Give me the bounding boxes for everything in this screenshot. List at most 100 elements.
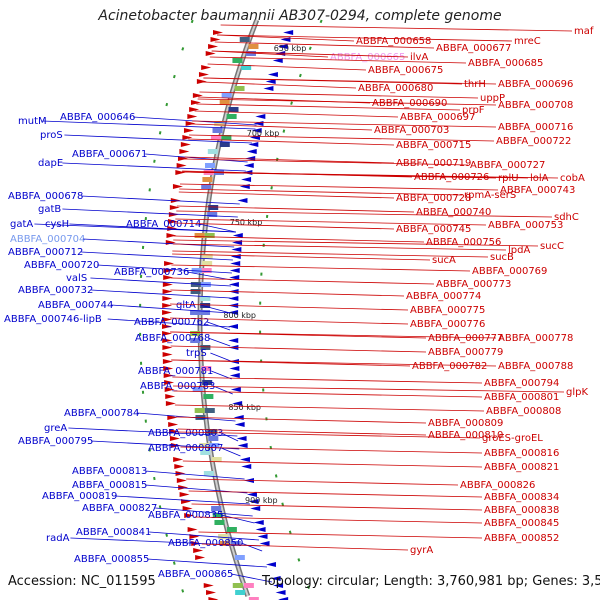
- reverse-gene-arrow: [253, 520, 264, 525]
- feature-block: [200, 296, 211, 301]
- feature-block: [221, 93, 232, 98]
- right-leader-line: [175, 218, 487, 226]
- feature-block: [200, 450, 211, 455]
- right-gene-label: ABBFA_000769: [472, 266, 547, 277]
- reverse-gene-arrow: [230, 254, 241, 259]
- forward-gene-arrow: [175, 170, 186, 175]
- right-gene-label: ABBFA_000685: [468, 58, 543, 69]
- right-leader-line: [186, 478, 459, 486]
- right-leader-line: [201, 543, 409, 551]
- feature-block: [207, 429, 218, 434]
- right-leader-line: [178, 191, 395, 199]
- right-gene-label: maf: [574, 26, 594, 37]
- right-gene-label: glpK: [566, 387, 588, 398]
- left-gene-label: ABBFA_000865: [158, 569, 233, 580]
- right-gene-label: ABBFA_000658: [356, 36, 431, 47]
- left-gene-label: ABBFA_000736: [114, 267, 189, 278]
- reverse-gene-arrow: [248, 142, 259, 147]
- left-gene-label: trpS: [186, 348, 207, 359]
- forward-gene-arrow: [178, 485, 189, 490]
- forward-gene-arrow: [206, 590, 217, 595]
- right-leader-line: [170, 289, 405, 297]
- left-leader-line: [91, 289, 231, 299]
- right-gene-label: ABBFA_000727: [470, 160, 545, 171]
- right-gene-label: ABBFA_000774: [406, 291, 481, 302]
- left-leader-line: [62, 162, 246, 172]
- right-gene-label: ABBFA_000777: [428, 333, 503, 344]
- right-leader-line: [172, 250, 489, 258]
- right-leader-line: [217, 34, 355, 42]
- reverse-gene-arrow: [277, 44, 288, 49]
- right-gene-label: ABBFA_000677: [436, 43, 511, 54]
- feature-block: [201, 184, 212, 189]
- scale-tick-label: 850 kbp: [228, 403, 261, 412]
- right-leader-line: [191, 123, 373, 131]
- left-gene-label: gatA: [10, 219, 33, 230]
- forward-gene-arrow: [193, 548, 204, 553]
- right-gene-label: ABBFA_000703: [374, 125, 449, 136]
- reverse-gene-arrow: [237, 443, 248, 448]
- right-gene-label: ABBFA_000696: [498, 79, 573, 90]
- reverse-gene-arrow: [283, 30, 294, 35]
- right-leader-line: [211, 50, 329, 58]
- feature-block: [248, 44, 259, 49]
- right-gene-label: sucA: [432, 255, 456, 266]
- left-gene-label: ABBFA_000803: [148, 428, 223, 439]
- map-title: Acinetobacter baumannii AB307-0294, comp…: [98, 8, 502, 24]
- left-leader-line: [213, 385, 233, 395]
- reverse-gene-arrow: [270, 576, 281, 581]
- left-gene-label: ABBFA_000768: [135, 333, 210, 344]
- right-gene-label: ABBFA_000680: [358, 83, 433, 94]
- right-gene-label: ABBFA_000826: [460, 480, 535, 491]
- reverse-gene-arrow: [265, 562, 276, 567]
- left-leader-line: [241, 542, 263, 552]
- left-leader-line: [210, 352, 231, 362]
- feature-block: [226, 114, 237, 119]
- left-gene-label: ABBFA_000720: [24, 260, 99, 271]
- left-leader-line: [64, 134, 252, 144]
- forward-gene-arrow: [169, 205, 180, 210]
- left-leader-line: [42, 120, 256, 130]
- left-leader-line: [97, 264, 232, 274]
- forward-gene-arrow: [164, 261, 175, 266]
- right-leader-line: [174, 404, 485, 412]
- left-gene-label: ABBFA_000841: [76, 527, 151, 538]
- reverse-gene-arrow: [275, 590, 286, 595]
- feature-block: [201, 268, 212, 273]
- right-leader-line: [176, 205, 415, 213]
- feature-block: [200, 345, 211, 350]
- left-gene-label: ABBFA_000813: [72, 466, 147, 477]
- left-gene-label: cysH: [45, 219, 69, 230]
- reverse-gene-arrow: [250, 506, 261, 511]
- feature-block: [204, 163, 215, 168]
- reverse-gene-arrow: [228, 296, 239, 301]
- forward-gene-arrow: [166, 233, 177, 238]
- forward-gene-arrow: [176, 478, 187, 483]
- right-gene-label: ABBFA_000778: [498, 333, 573, 344]
- left-gene-label: gltA: [176, 300, 196, 311]
- right-gene-label: ABBFA_000675: [368, 65, 443, 76]
- left-gene-label: ABBFA_000746-lipB: [4, 314, 102, 325]
- reverse-gene-arrow: [251, 128, 262, 133]
- forward-gene-arrow: [180, 142, 191, 147]
- forward-gene-arrow: [162, 359, 173, 364]
- right-gene-label: ABBFA_000801: [484, 392, 559, 403]
- right-gene-label: ABBFA_000821: [484, 462, 559, 473]
- right-gene-label: rplU: [498, 173, 519, 184]
- right-leader-line: [170, 331, 497, 339]
- left-gene-label: ABBFA_000784: [64, 408, 139, 419]
- feature-block: [207, 149, 218, 154]
- feature-block: [210, 135, 221, 140]
- right-leader-line: [191, 503, 483, 511]
- right-leader-line: [202, 81, 357, 89]
- scale-tick-label: 650 kbp: [274, 44, 307, 53]
- right-leader-line: [177, 428, 427, 436]
- right-leader-line: [173, 390, 483, 398]
- right-gene-label: ABBFA_000715: [396, 140, 471, 151]
- forward-gene-arrow: [208, 44, 219, 49]
- right-gene-label: ABBFA_000740: [416, 207, 491, 218]
- right-gene-label: lpdA: [508, 245, 530, 256]
- right-gene-label: ABBFA_000745: [396, 224, 471, 235]
